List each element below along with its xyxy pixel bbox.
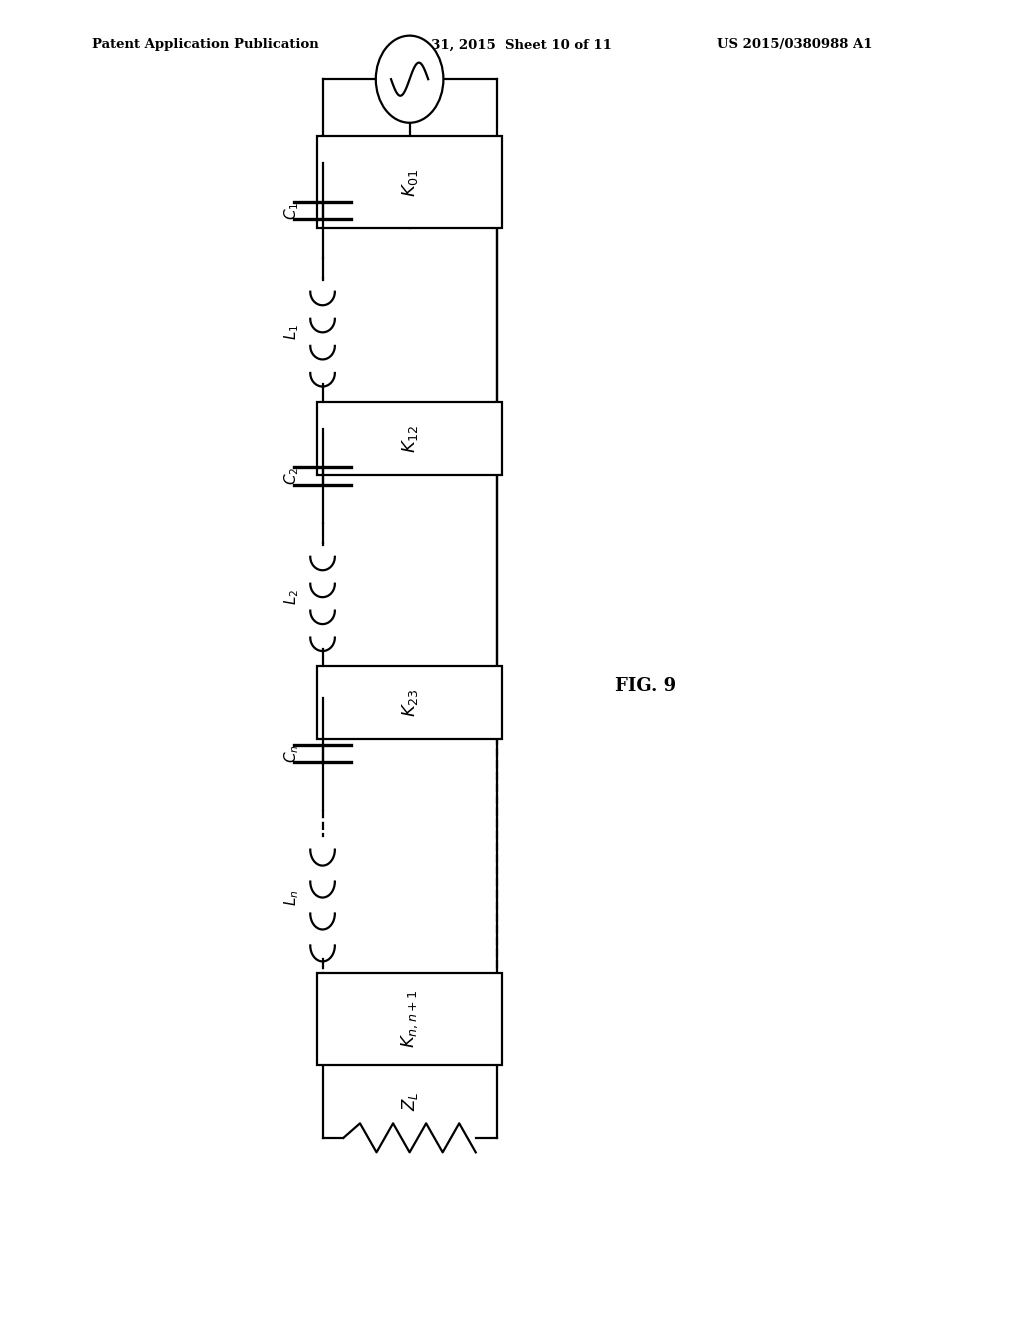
Text: Dec. 31, 2015  Sheet 10 of 11: Dec. 31, 2015 Sheet 10 of 11: [394, 38, 612, 51]
Text: $K_{01}$: $K_{01}$: [399, 168, 420, 197]
Text: FIG. 9: FIG. 9: [614, 677, 676, 696]
Bar: [317, 401, 502, 474]
Circle shape: [376, 36, 443, 123]
Text: $Z_L$: $Z_L$: [399, 1092, 420, 1110]
Text: $L_n$: $L_n$: [283, 890, 301, 906]
Text: US 2015/0380988 A1: US 2015/0380988 A1: [717, 38, 872, 51]
Bar: [317, 665, 502, 739]
Bar: [317, 973, 502, 1065]
Text: $L_1$: $L_1$: [283, 325, 301, 341]
Text: $C_n$: $C_n$: [283, 744, 301, 763]
Bar: [317, 136, 502, 228]
Text: $C_1$: $C_1$: [283, 201, 301, 219]
Text: Patent Application Publication: Patent Application Publication: [92, 38, 318, 51]
Text: $C_2$: $C_2$: [283, 467, 301, 486]
Text: $L_2$: $L_2$: [283, 589, 301, 606]
Text: $K_{12}$: $K_{12}$: [399, 424, 420, 453]
Text: $K_{23}$: $K_{23}$: [399, 688, 420, 717]
Text: $K_{n,n+1}$: $K_{n,n+1}$: [399, 990, 420, 1048]
